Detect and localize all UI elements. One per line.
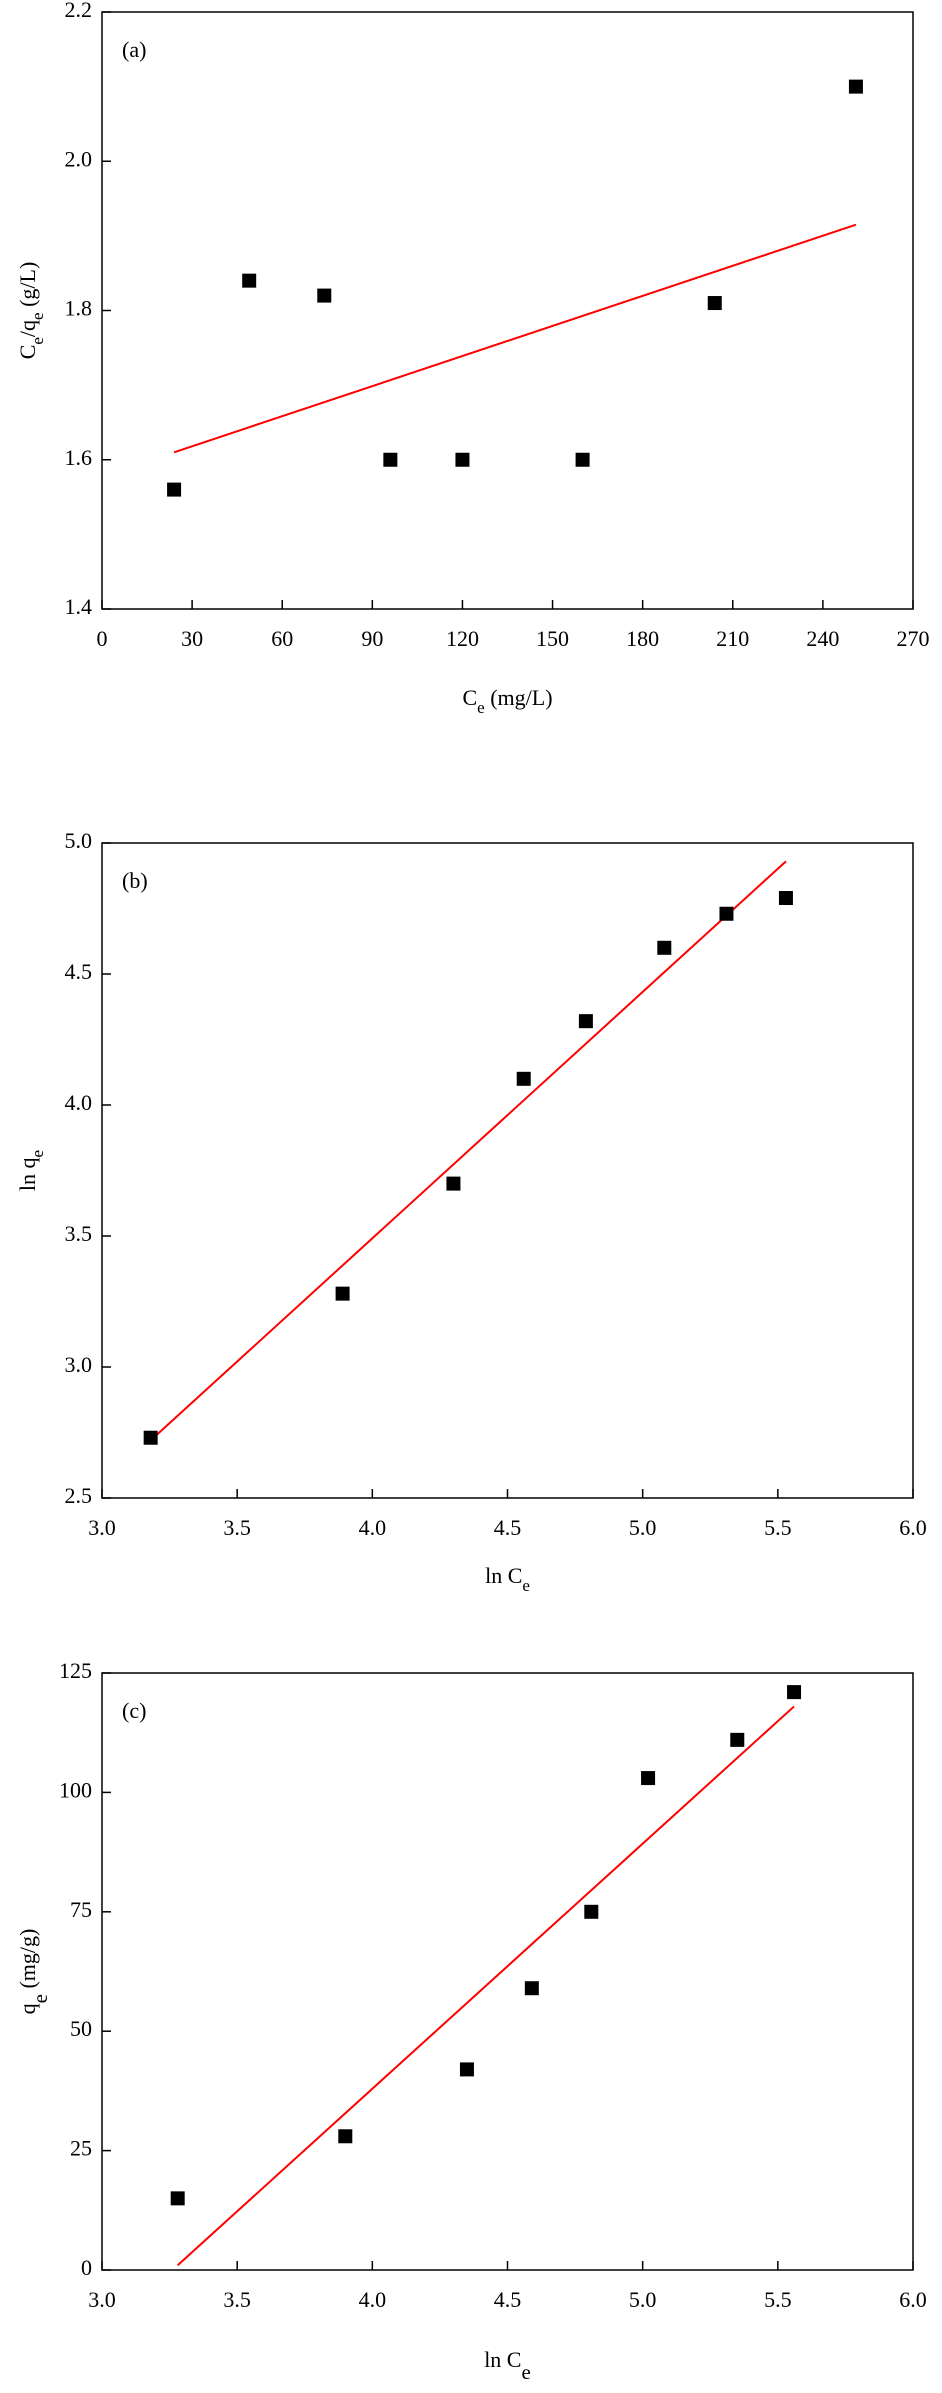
- x-axis-label-part: C: [462, 685, 477, 710]
- x-tick-label: 30: [181, 626, 203, 651]
- y-tick-label: 25: [70, 2136, 92, 2161]
- plot-frame: [101, 11, 914, 610]
- y-axis-label: ln qe: [15, 1150, 47, 1191]
- data-point: [719, 906, 734, 921]
- x-tick-label: 270: [897, 626, 930, 651]
- y-tick-label: 50: [70, 2016, 92, 2041]
- data-point: [641, 1771, 656, 1786]
- plot-frame: [101, 1672, 914, 2271]
- fit-line: [173, 223, 857, 454]
- data-point: [657, 940, 672, 955]
- x-tick-label: 180: [626, 626, 659, 651]
- y-tick-label: 3.0: [65, 1352, 93, 1377]
- y-axis-label: Ce/qe (g/L): [15, 262, 47, 360]
- y-tick-label: 2.5: [65, 1483, 93, 1508]
- data-point: [578, 1014, 593, 1029]
- y-axis-label-part: /q: [15, 320, 40, 337]
- x-tick-label: 60: [271, 626, 293, 651]
- y-axis-label-part: q: [15, 2003, 40, 2014]
- x-tick-label: 0: [97, 626, 108, 651]
- data-point: [167, 482, 182, 497]
- panel-label: (c): [122, 1698, 146, 1723]
- x-tick-label: 5.0: [629, 2287, 657, 2312]
- data-point: [338, 2129, 353, 2144]
- y-axis-label-part: e: [28, 337, 47, 345]
- x-tick-label: 240: [806, 626, 839, 651]
- data-point: [383, 452, 398, 467]
- x-tick-label: 90: [361, 626, 383, 651]
- data-point: [787, 1685, 802, 1700]
- x-tick-label: 4.0: [359, 2287, 387, 2312]
- y-axis-label-part: e: [28, 1994, 52, 2003]
- data-point: [584, 1904, 599, 1919]
- fit-line: [177, 1705, 795, 2266]
- y-tick-label: 100: [59, 1777, 92, 1802]
- x-tick-label: 150: [536, 626, 569, 651]
- x-axis-label-part: e: [522, 1576, 530, 1595]
- data-point: [170, 2191, 185, 2206]
- x-tick-label: 6.0: [899, 2287, 927, 2312]
- x-tick-label: 210: [716, 626, 749, 651]
- data-point: [455, 452, 470, 467]
- data-point: [707, 296, 722, 311]
- x-tick-label: 6.0: [899, 1515, 927, 1540]
- data-point: [143, 1430, 158, 1445]
- x-axis-label-part: e: [477, 698, 485, 717]
- y-axis-label-part: (g/L): [15, 262, 40, 313]
- y-tick-label: 1.8: [65, 296, 93, 321]
- x-tick-label: 3.0: [88, 1515, 116, 1540]
- y-axis-label-part: e: [28, 312, 47, 320]
- y-axis-label-part: (mg/g): [15, 1929, 40, 1994]
- x-axis-label-part: e: [521, 2360, 530, 2384]
- panel-label: (b): [122, 868, 148, 893]
- y-tick-label: 2.2: [65, 0, 93, 22]
- x-axis-label-part: ln C: [485, 1563, 522, 1588]
- data-point: [575, 452, 590, 467]
- x-axis-label: Ce (mg/L): [462, 685, 552, 717]
- panel-label: (a): [122, 37, 146, 62]
- y-tick-label: 125: [59, 1658, 92, 1683]
- data-point: [317, 288, 332, 303]
- x-tick-label: 5.5: [764, 1515, 792, 1540]
- y-tick-label: 4.5: [65, 959, 93, 984]
- data-point: [459, 2062, 474, 2077]
- data-point: [524, 1981, 539, 1996]
- y-tick-label: 75: [70, 1897, 92, 1922]
- data-point: [730, 1732, 745, 1747]
- y-axis-label-part: ln q: [15, 1157, 40, 1191]
- y-tick-label: 0: [81, 2255, 92, 2280]
- plot-frame: [101, 842, 914, 1499]
- fit-line: [149, 860, 787, 1442]
- y-axis-label-part: C: [15, 345, 40, 360]
- y-tick-label: 1.4: [65, 594, 93, 619]
- data-point: [778, 891, 793, 906]
- data-point: [446, 1176, 461, 1191]
- y-tick-label: 3.5: [65, 1221, 93, 1246]
- y-tick-label: 1.6: [65, 445, 93, 470]
- y-tick-label: 2.0: [65, 146, 93, 171]
- data-point: [335, 1286, 350, 1301]
- x-tick-label: 3.5: [223, 1515, 251, 1540]
- data-point: [242, 273, 257, 288]
- y-tick-label: 5.0: [65, 828, 93, 853]
- x-tick-label: 120: [446, 626, 479, 651]
- x-tick-label: 5.0: [629, 1515, 657, 1540]
- x-tick-label: 4.5: [494, 1515, 522, 1540]
- x-tick-label: 3.5: [223, 2287, 251, 2312]
- x-tick-label: 4.0: [359, 1515, 387, 1540]
- x-tick-label: 3.0: [88, 2287, 116, 2312]
- x-axis-label: ln Ce: [484, 2347, 531, 2384]
- data-point: [516, 1071, 531, 1086]
- data-point: [848, 79, 863, 94]
- x-axis-label-part: (mg/L): [485, 685, 553, 710]
- y-axis-label: qe (mg/g): [15, 1929, 52, 2015]
- x-axis-label-part: ln C: [484, 2347, 521, 2372]
- y-tick-label: 4.0: [65, 1090, 93, 1115]
- y-axis-label-part: e: [28, 1150, 47, 1158]
- x-axis-label: ln Ce: [485, 1563, 530, 1595]
- x-tick-label: 5.5: [764, 2287, 792, 2312]
- x-tick-label: 4.5: [494, 2287, 522, 2312]
